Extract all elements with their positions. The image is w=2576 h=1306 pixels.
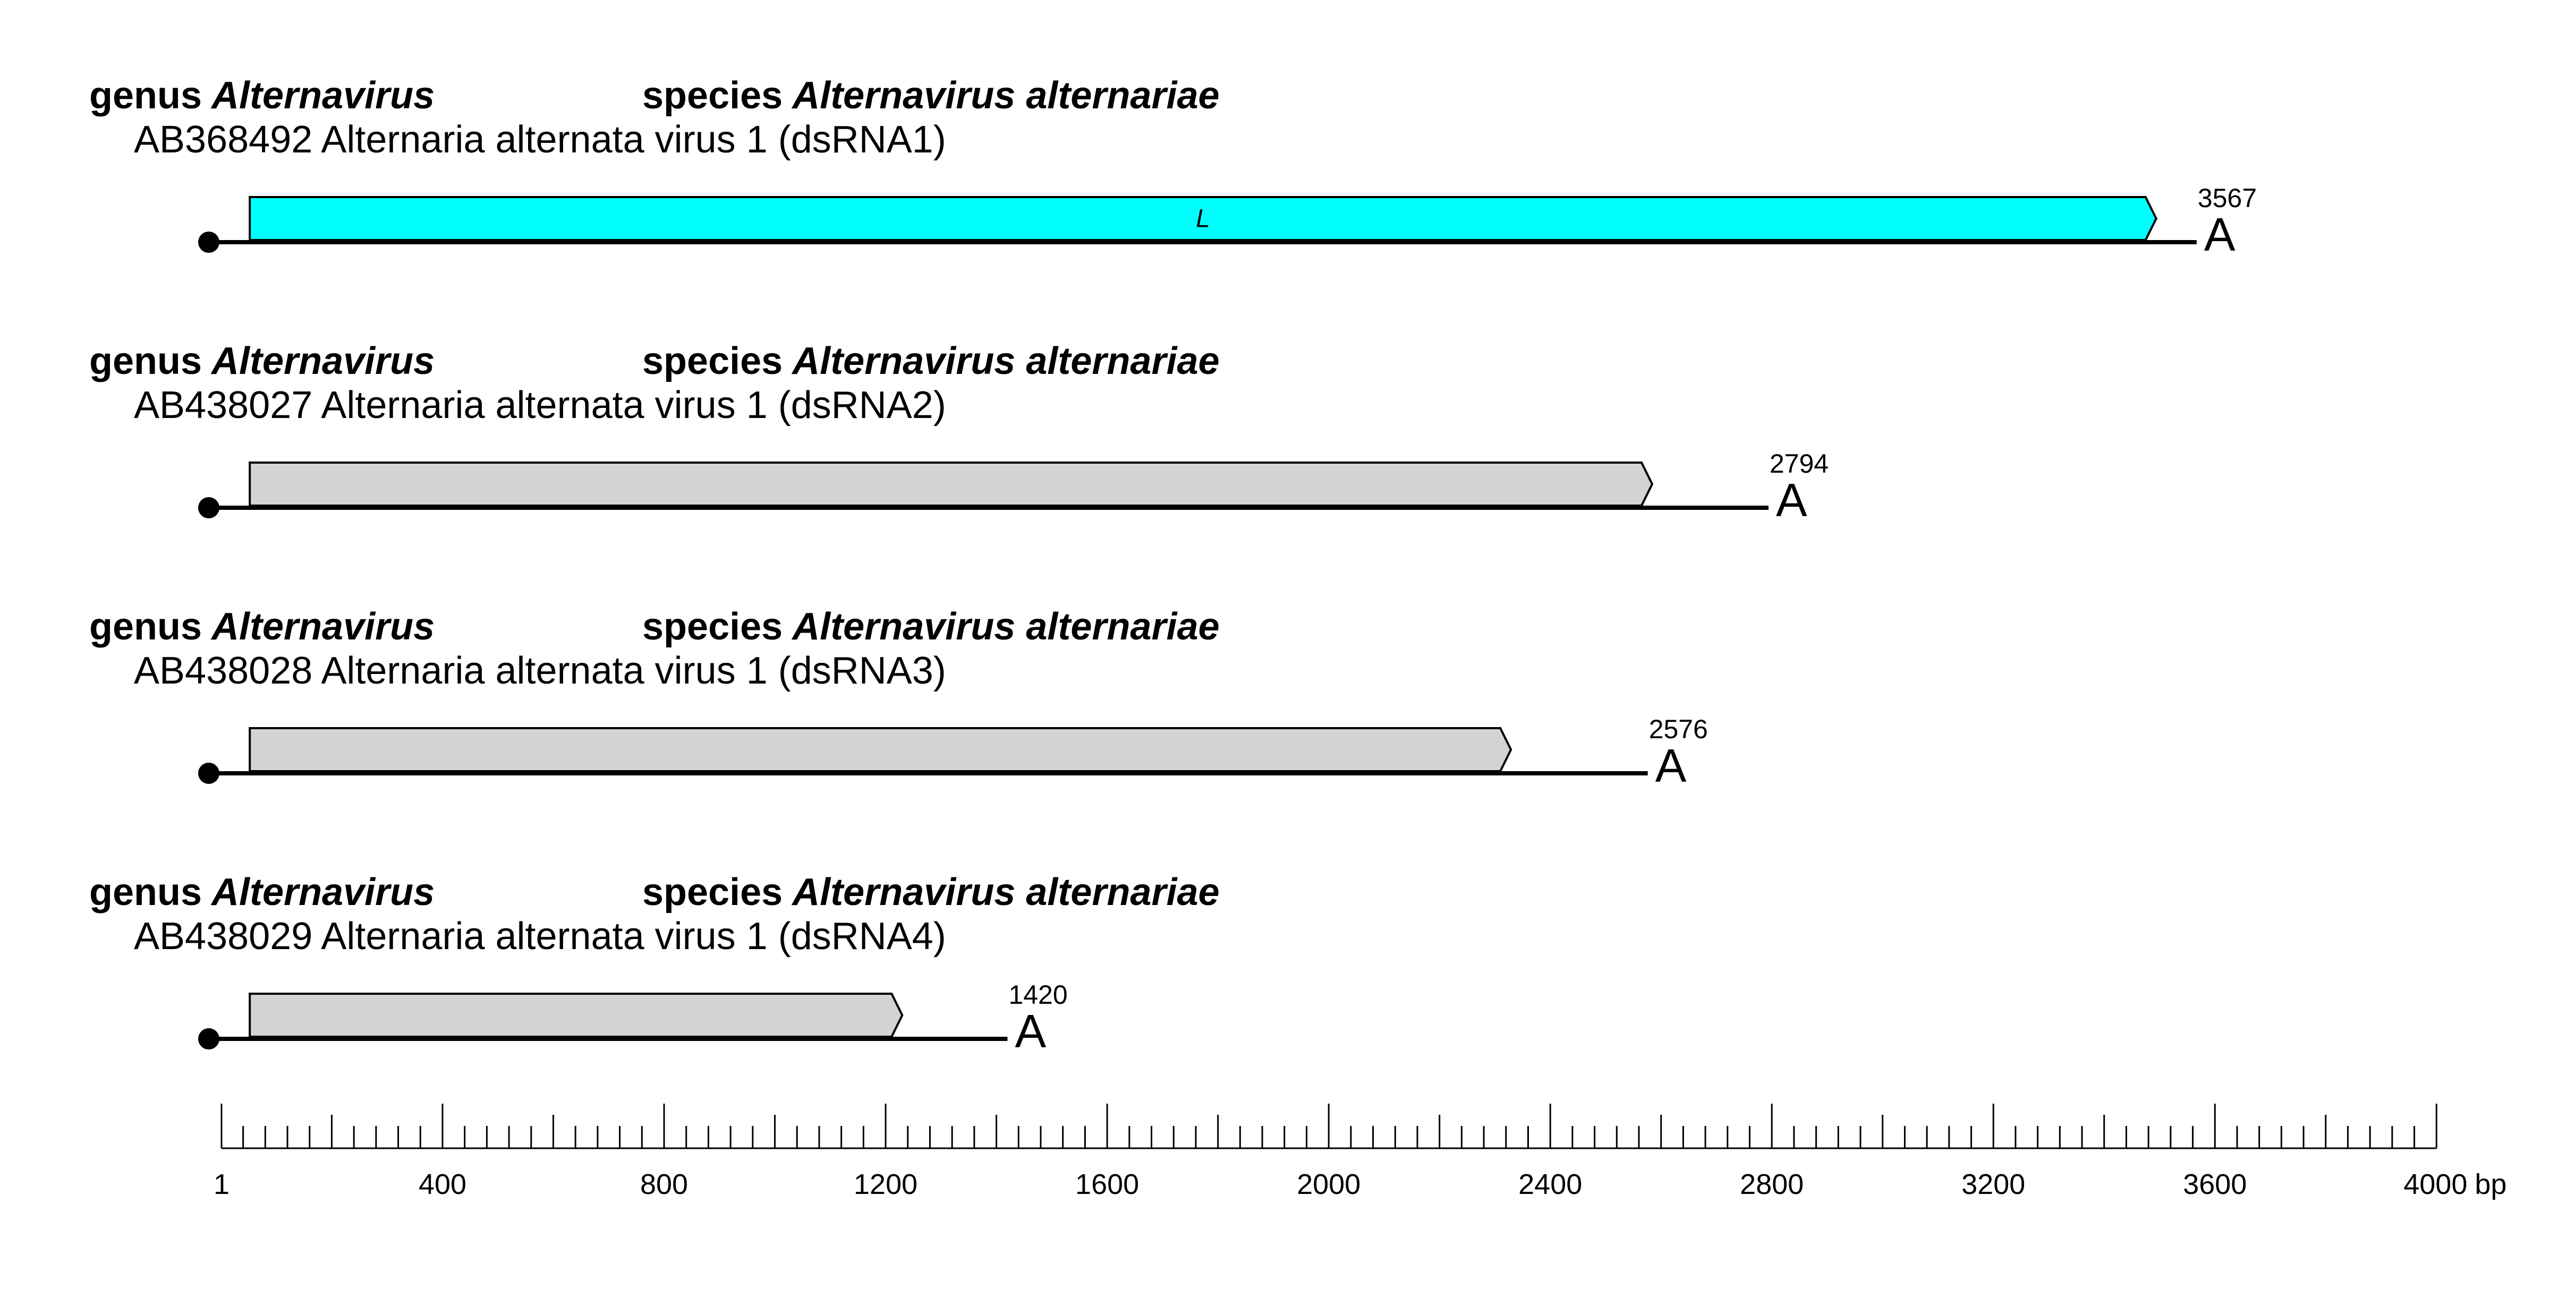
polyA-label: A xyxy=(2204,208,2235,261)
tick-value: 3200 xyxy=(1961,1168,2025,1200)
orf-arrow xyxy=(249,993,904,1038)
accession-label: AB368492 Alternaria alternata virus 1 (d… xyxy=(134,118,946,161)
segment-3: genus Alternavirus species Alternavirus alt… xyxy=(89,605,1708,792)
tick-label: 1 xyxy=(214,1168,229,1200)
genus-prefix: genus xyxy=(89,871,202,914)
tick-value: 3600 xyxy=(2183,1168,2247,1200)
genus-line: genus Alternavirus xyxy=(89,340,435,382)
species-name: Alternavirus alternariae xyxy=(791,871,1219,914)
tick-label: 4000 bp xyxy=(2403,1168,2506,1200)
accession-label: AB438027 Alternaria alternata virus 1 (d… xyxy=(134,384,946,426)
species-name: Alternavirus alternariae xyxy=(791,74,1219,117)
tick-label: 1200 xyxy=(854,1168,917,1200)
tick-value: 800 xyxy=(640,1168,688,1200)
species-line: species Alternavirus alternariae xyxy=(642,605,1220,648)
scale-axis: 1 400 800 1200 1600 2000 2400 2800 3200 3600 4000 b… xyxy=(214,1104,2507,1200)
segment-1: genus Alternavirus species Alternavirus alt… xyxy=(89,74,2257,261)
orf-arrow xyxy=(249,462,1654,507)
genus-name: Alternavirus xyxy=(210,605,435,648)
species-name: Alternavirus alternariae xyxy=(791,605,1219,648)
species-prefix: species xyxy=(642,605,783,648)
polyA-label: A xyxy=(1776,474,1807,526)
segment-4: genus Alternavirus species Alternavirus alt… xyxy=(89,871,1220,1057)
species-line: species Alternavirus alternariae xyxy=(642,74,1220,117)
genus-prefix: genus xyxy=(89,605,202,648)
genus-name: Alternavirus xyxy=(210,340,435,382)
genus-prefix: genus xyxy=(89,74,202,117)
tick-label: 3600 xyxy=(2183,1168,2247,1200)
tick-value: 4000 xyxy=(2403,1168,2467,1200)
polyA-label: A xyxy=(1655,739,1687,792)
species-prefix: species xyxy=(642,340,783,382)
species-line: species Alternavirus alternariae xyxy=(642,871,1220,914)
length-label: 1420 xyxy=(1008,980,1067,1010)
tick-label: 800 xyxy=(640,1168,688,1200)
cap-dot xyxy=(198,232,219,253)
genus-line: genus Alternavirus xyxy=(89,74,435,117)
cap-dot xyxy=(198,763,219,784)
orf-arrow xyxy=(249,727,1512,772)
genus-name: Alternavirus xyxy=(210,74,435,117)
tick-value: 1200 xyxy=(854,1168,917,1200)
genus-name: Alternavirus xyxy=(210,871,435,914)
tick-value: 2800 xyxy=(1740,1168,1804,1200)
tick-value: 2000 xyxy=(1297,1168,1361,1200)
cap-dot xyxy=(198,497,219,518)
tick-label: 2000 xyxy=(1297,1168,1361,1200)
length-label: 2576 xyxy=(1649,714,1708,744)
tick-label: 1600 xyxy=(1075,1168,1139,1200)
tick-label: 400 xyxy=(419,1168,466,1200)
tick-value: 1 xyxy=(214,1168,229,1200)
cap-dot xyxy=(198,1028,219,1049)
length-label: 3567 xyxy=(2198,183,2257,213)
tick-value: 400 xyxy=(419,1168,466,1200)
species-line: species Alternavirus alternariae xyxy=(642,340,1220,382)
species-prefix: species xyxy=(642,871,783,914)
tick-value: 1600 xyxy=(1075,1168,1139,1200)
orf-arrow xyxy=(249,196,2158,241)
genus-line: genus Alternavirus xyxy=(89,605,435,648)
accession-label: AB438029 Alternaria alternata virus 1 (d… xyxy=(134,915,946,958)
polyA-label: A xyxy=(1015,1005,1046,1057)
tick-value: 2400 xyxy=(1518,1168,1582,1200)
species-name: Alternavirus alternariae xyxy=(791,340,1219,382)
genus-prefix: genus xyxy=(89,340,202,382)
tick-label: 3200 xyxy=(1961,1168,2025,1200)
segment-2: genus Alternavirus species Alternavirus alt… xyxy=(89,340,1829,526)
length-label: 2794 xyxy=(1770,449,1829,479)
species-prefix: species xyxy=(642,74,783,117)
tick-label: 2400 xyxy=(1518,1168,1582,1200)
axis-unit: bp xyxy=(2475,1168,2506,1200)
accession-label: AB438028 Alternaria alternata virus 1 (d… xyxy=(134,650,946,692)
genus-line: genus Alternavirus xyxy=(89,871,435,914)
orf-label: L xyxy=(1196,205,1210,233)
tick-label: 2800 xyxy=(1740,1168,1804,1200)
